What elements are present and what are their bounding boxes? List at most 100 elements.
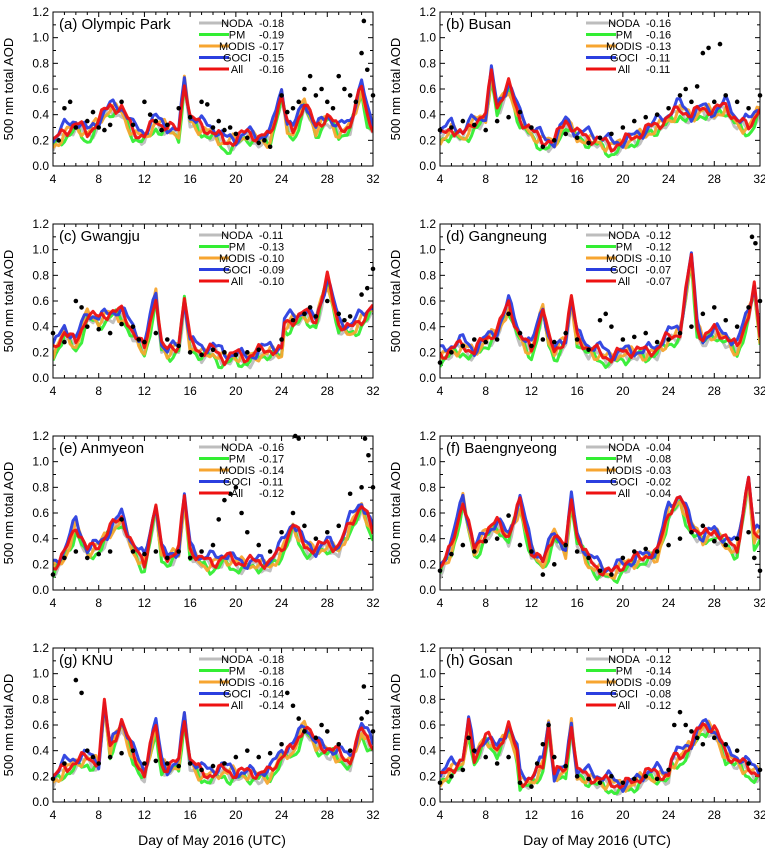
- obs-point: [336, 73, 342, 79]
- legend-value: -0.16: [646, 18, 671, 30]
- x-tick-label: 24: [275, 596, 289, 610]
- panel: 500 nm total AOD 0.0 0.2 0.4 0.6 0.8 1.0 1.2 4 8 1…: [1, 217, 380, 398]
- panel: 500 nm total AOD 0.0 0.2 0.4 0.6 0.8 1.0 1.2 4 8 1…: [388, 429, 765, 610]
- obs-point: [62, 339, 67, 345]
- legend-label: NODA: [221, 442, 253, 454]
- obs-point: [586, 555, 591, 561]
- obs-point: [483, 754, 489, 760]
- obs-point: [540, 337, 546, 342]
- x-tick-label: 32: [366, 808, 380, 822]
- panel-title: (c) Gwangju: [59, 228, 140, 245]
- obs-point: [187, 761, 193, 766]
- obs-point: [222, 350, 227, 355]
- obs-point: [359, 50, 364, 56]
- obs-point: [296, 436, 302, 441]
- legend-label: GOCI: [223, 265, 251, 277]
- obs-point: [711, 305, 717, 310]
- legend-value: -0.11: [259, 477, 283, 489]
- obs-point: [284, 690, 290, 696]
- obs-point: [677, 536, 683, 541]
- obs-point: [449, 774, 454, 779]
- legend-label: MODIS: [219, 253, 255, 265]
- obs-point: [153, 549, 159, 554]
- legend-label: MODIS: [606, 677, 642, 689]
- y-tick-label: 0.2: [32, 557, 49, 571]
- y-tick-label: 1.0: [419, 667, 436, 681]
- obs-point: [290, 105, 296, 111]
- series-line-goci: [440, 64, 760, 149]
- obs-point: [666, 105, 671, 111]
- x-tick-label: 4: [437, 808, 444, 822]
- plot-frame: [52, 223, 374, 379]
- obs-point: [262, 138, 267, 143]
- legend-value: -0.03: [646, 465, 671, 477]
- x-tick-label: 24: [662, 384, 676, 398]
- series-line-all: [440, 475, 760, 577]
- obs-point: [210, 763, 216, 769]
- obs-point: [176, 105, 182, 111]
- legend-value: -0.12: [646, 242, 671, 254]
- obs-point: [187, 350, 193, 355]
- legend-label: All: [231, 276, 243, 288]
- legend-label: NODA: [221, 18, 253, 30]
- obs-point: [494, 337, 500, 342]
- legend-label: NODA: [608, 654, 640, 666]
- y-tick-label: 1.2: [419, 5, 436, 19]
- obs-point: [62, 555, 67, 561]
- obs-point: [290, 703, 296, 709]
- legend-value: -0.12: [646, 230, 671, 242]
- obs-point: [694, 84, 700, 89]
- x-tick-label: 24: [275, 808, 289, 822]
- obs-point: [643, 546, 649, 552]
- obs-point: [683, 722, 689, 728]
- obs-point: [267, 144, 273, 150]
- obs-point: [654, 549, 660, 554]
- obs-point: [700, 523, 706, 529]
- obs-point: [73, 677, 79, 683]
- obs-point: [609, 324, 614, 329]
- obs-point: [324, 99, 330, 105]
- legend-value: -0.17: [259, 454, 284, 466]
- obs-point: [734, 748, 740, 753]
- x-tick-label: 16: [570, 596, 584, 610]
- obs-point: [199, 549, 204, 554]
- y-tick-label: 0.2: [419, 769, 436, 783]
- x-tick-label: 12: [525, 808, 539, 822]
- obs-point: [689, 729, 694, 734]
- series-group: [53, 74, 373, 155]
- legend-label: GOCI: [610, 689, 638, 701]
- obs-point: [302, 729, 307, 734]
- legend-value: -0.14: [259, 700, 284, 712]
- obs-point: [666, 337, 671, 342]
- x-tick-label: 8: [95, 808, 102, 822]
- y-tick-label: 0.0: [419, 159, 436, 173]
- obs-point: [176, 343, 182, 349]
- x-tick-label: 16: [183, 384, 197, 398]
- panel: 500 nm total AOD 0.0 0.2 0.4 0.6 0.8 1.0 1.2 4 8 1…: [1, 429, 380, 610]
- panel: 500 nm total AOD 0.0 0.2 0.4 0.6 0.8 1.0 1.2 4 8 1…: [388, 641, 765, 822]
- legend-label: All: [231, 488, 243, 500]
- y-tick-label: 0.2: [32, 769, 49, 783]
- x-axis-label-left: Day of May 2016 (UTC): [138, 832, 286, 848]
- obs-point: [96, 125, 102, 130]
- obs-point: [313, 93, 319, 98]
- obs-point: [84, 118, 90, 124]
- y-tick-label: 0.6: [32, 294, 49, 308]
- obs-point: [233, 352, 239, 358]
- obs-point: [711, 538, 717, 544]
- x-tick-label: 32: [753, 596, 765, 610]
- legend-value: -0.17: [259, 41, 284, 53]
- obs-point: [176, 549, 182, 554]
- legend-label: All: [231, 700, 243, 712]
- plot-frame: [439, 223, 761, 379]
- x-tick-label: 20: [229, 384, 243, 398]
- y-tick-label: 0.2: [419, 557, 436, 571]
- legend-value: -0.08: [646, 454, 671, 466]
- legend-label: NODA: [608, 18, 640, 30]
- legend-value: -0.16: [259, 677, 284, 689]
- x-tick-label: 12: [138, 384, 152, 398]
- obs-point: [597, 135, 603, 141]
- legend-value: -0.08: [646, 689, 671, 701]
- x-tick-label: 32: [366, 596, 380, 610]
